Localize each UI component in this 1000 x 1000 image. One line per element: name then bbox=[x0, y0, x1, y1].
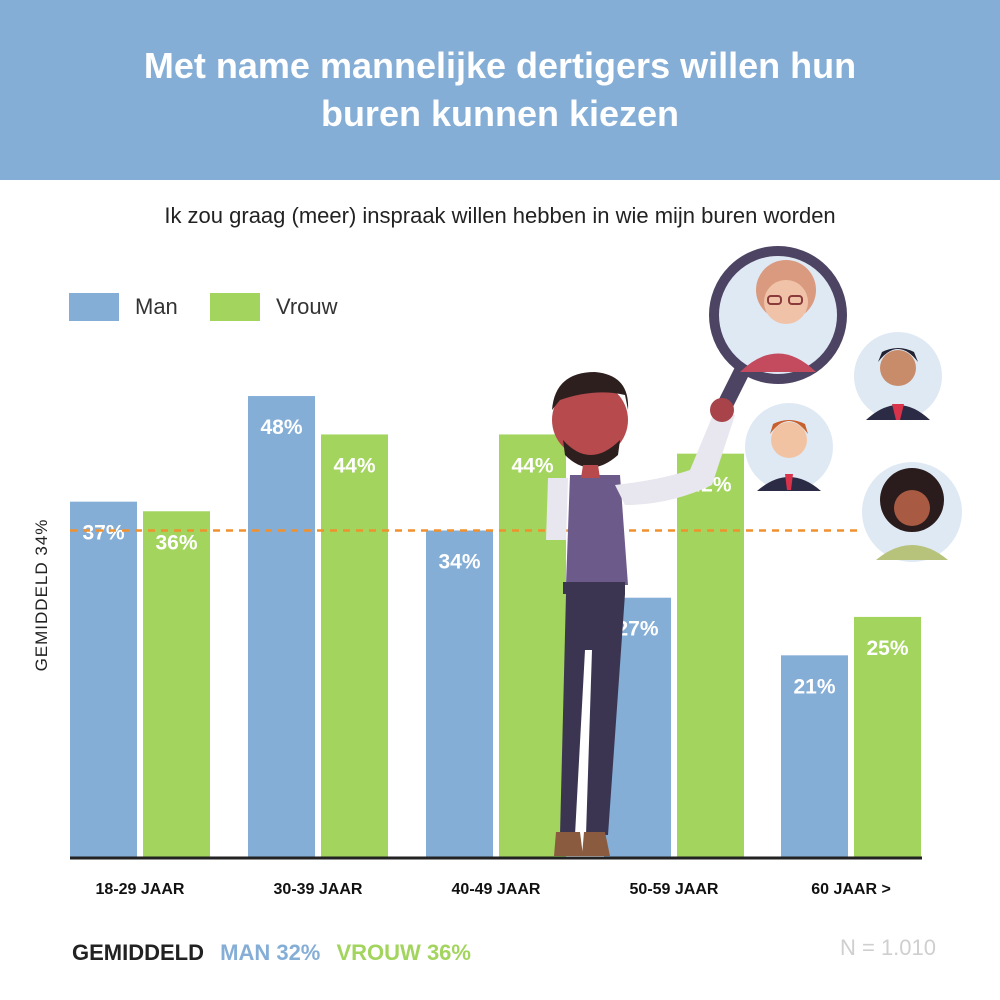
legend-item-man: Man bbox=[69, 292, 178, 322]
bars-layer: 37% 36% 18-29 JAAR 48% 44% 30-39 JAAR 34% 44% 40… bbox=[70, 396, 922, 898]
bar-man-4 bbox=[781, 655, 848, 857]
bar-value-label: 44% bbox=[333, 454, 375, 477]
man-avatar-icon bbox=[854, 332, 942, 420]
bar-value-label: 27% bbox=[616, 618, 658, 641]
man-avatar-icon bbox=[745, 403, 833, 491]
bar-vrouw-4 bbox=[854, 616, 921, 857]
bar-value-label: 48% bbox=[260, 416, 302, 439]
bar-value-label: 37% bbox=[82, 522, 124, 545]
title-banner: Met name mannelijke dertigers willen hun… bbox=[0, 0, 1000, 180]
legend-item-vrouw: Vrouw bbox=[210, 292, 338, 322]
bar-vrouw-3 bbox=[677, 453, 744, 857]
legend-label-man: Man bbox=[135, 294, 178, 319]
bar-vrouw-0 bbox=[143, 511, 210, 857]
woman-avatar-icon bbox=[862, 462, 962, 562]
chart-subtitle: Ik zou graag (meer) inspraak willen hebb… bbox=[164, 203, 836, 228]
bar-man-0 bbox=[70, 501, 137, 857]
bar-value-label: 36% bbox=[155, 531, 197, 554]
x-tick-label: 18-29 JAAR bbox=[96, 881, 185, 898]
x-tick-label: 60 JAAR > bbox=[811, 881, 891, 898]
bar-value-label: 21% bbox=[793, 675, 835, 698]
bar-vrouw-1 bbox=[321, 434, 388, 857]
footer-average-vrouw: VROUW 36% bbox=[336, 940, 471, 965]
businessman-with-magnifier-icon bbox=[546, 246, 962, 856]
bar-man-2 bbox=[426, 530, 493, 857]
footer-averages: GEMIDDELD MAN 32% VROUW 36% bbox=[72, 940, 481, 966]
footer-average-label: GEMIDDELD bbox=[72, 940, 204, 965]
bar-value-label: 25% bbox=[866, 637, 908, 660]
sample-size: N = 1.010 bbox=[839, 935, 936, 960]
woman-avatar-icon bbox=[740, 260, 816, 372]
footer-average-man: MAN 32% bbox=[220, 940, 321, 965]
bar-value-label: 34% bbox=[438, 550, 480, 573]
x-tick-label: 30-39 JAAR bbox=[274, 881, 363, 898]
bar-value-label: 44% bbox=[511, 454, 553, 477]
legend-label-vrouw: Vrouw bbox=[276, 294, 338, 319]
legend-swatch-vrouw bbox=[210, 293, 260, 321]
chart-title: Met name mannelijke dertigers willen hun… bbox=[143, 45, 857, 134]
legend-swatch-man bbox=[69, 293, 119, 321]
bar-man-1 bbox=[248, 396, 315, 857]
x-tick-label: 40-49 JAAR bbox=[452, 881, 541, 898]
x-tick-label: 50-59 JAAR bbox=[630, 881, 719, 898]
